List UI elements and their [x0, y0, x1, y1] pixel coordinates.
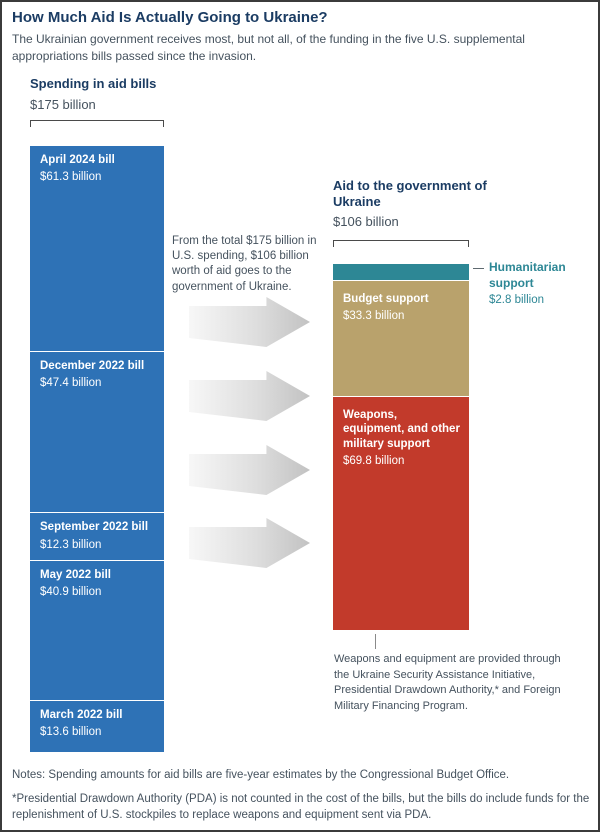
- left-chart-total: $175 billion: [30, 97, 96, 112]
- segment-value: $47.4 billion: [40, 377, 102, 390]
- aid-bills-bar: April 2024 bill $61.3 billion December 2…: [30, 146, 164, 752]
- left-bracket: [30, 120, 164, 127]
- segment-label: March 2022 bill: [40, 709, 123, 722]
- annotation-connector-line: [375, 634, 376, 649]
- segment-value: $33.3 billion: [343, 310, 405, 323]
- segment-label: May 2022 bill: [40, 568, 111, 581]
- flow-arrow-icon: [189, 445, 310, 495]
- asterisk-note-text: *Presidential Drawdown Authority (PDA) i…: [12, 793, 590, 822]
- segment-label: April 2024 bill: [40, 154, 115, 166]
- segment-value: $61.3 billion: [40, 171, 102, 184]
- segment-value: $13.6 billion: [40, 726, 102, 739]
- bar-segment-september-2022: September 2022 bill $12.3 billion: [30, 513, 164, 560]
- page-subtitle: The Ukrainian government receives most, …: [12, 32, 525, 63]
- connector-text: From the total $175 billion in U.S. spen…: [172, 235, 317, 293]
- bar-segment-weapons: Weapons, equipment, and other military s…: [333, 396, 469, 630]
- right-bracket: [333, 240, 469, 247]
- page-title: How Much Aid Is Actually Going to Ukrain…: [12, 9, 328, 26]
- left-chart-heading: Spending in aid bills: [30, 76, 157, 91]
- weapons-annotation: Weapons and equipment are provided throu…: [334, 653, 561, 712]
- ukraine-aid-bar: Budget support $33.3 billion Weapons, eq…: [333, 264, 469, 630]
- notes-text: Notes: Spending amounts for aid bills ar…: [12, 769, 510, 781]
- callout-dash-line: [473, 268, 484, 269]
- bar-segment-budget-support: Budget support $33.3 billion: [333, 281, 469, 396]
- flow-arrow-icon: [189, 518, 310, 568]
- bar-segment-may-2022: May 2022 bill $40.9 billion: [30, 560, 164, 701]
- segment-value: $12.3 billion: [40, 538, 102, 551]
- segment-value: $69.8 billion: [343, 455, 405, 468]
- segment-label: Budget support: [343, 293, 429, 306]
- segment-label: Weapons, equipment, and other military s…: [343, 408, 460, 450]
- humanitarian-callout-label: Humanitarian support: [489, 260, 566, 290]
- bar-segment-april-2024: April 2024 bill $61.3 billion: [30, 146, 164, 352]
- segment-value: $40.9 billion: [40, 586, 102, 599]
- right-chart-heading: Aid to the government of Ukraine: [333, 178, 487, 210]
- bar-segment-march-2022: March 2022 bill $13.6 billion: [30, 701, 164, 752]
- bar-segment-humanitarian: [333, 264, 469, 281]
- right-chart-total: $106 billion: [333, 214, 399, 229]
- flow-arrow-icon: [189, 297, 310, 347]
- segment-label: September 2022 bill: [40, 521, 149, 534]
- flow-arrow-icon: [189, 371, 310, 421]
- segment-label: December 2022 bill: [40, 360, 145, 373]
- bar-segment-december-2022: December 2022 bill $47.4 billion: [30, 352, 164, 513]
- humanitarian-callout-value: $2.8 billion: [489, 294, 544, 306]
